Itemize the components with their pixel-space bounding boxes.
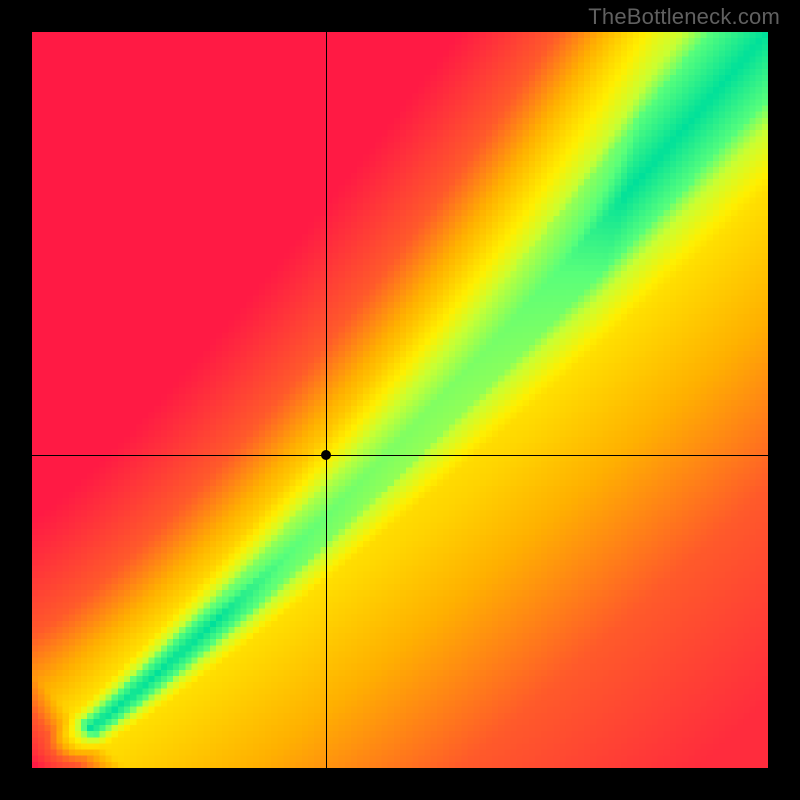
marker-dot <box>321 450 331 460</box>
crosshair-horizontal <box>32 455 768 456</box>
watermark-text: TheBottleneck.com <box>588 4 780 30</box>
heatmap-canvas <box>32 32 768 768</box>
chart-container: TheBottleneck.com <box>0 0 800 800</box>
crosshair-vertical <box>326 32 327 768</box>
plot-area <box>32 32 768 768</box>
